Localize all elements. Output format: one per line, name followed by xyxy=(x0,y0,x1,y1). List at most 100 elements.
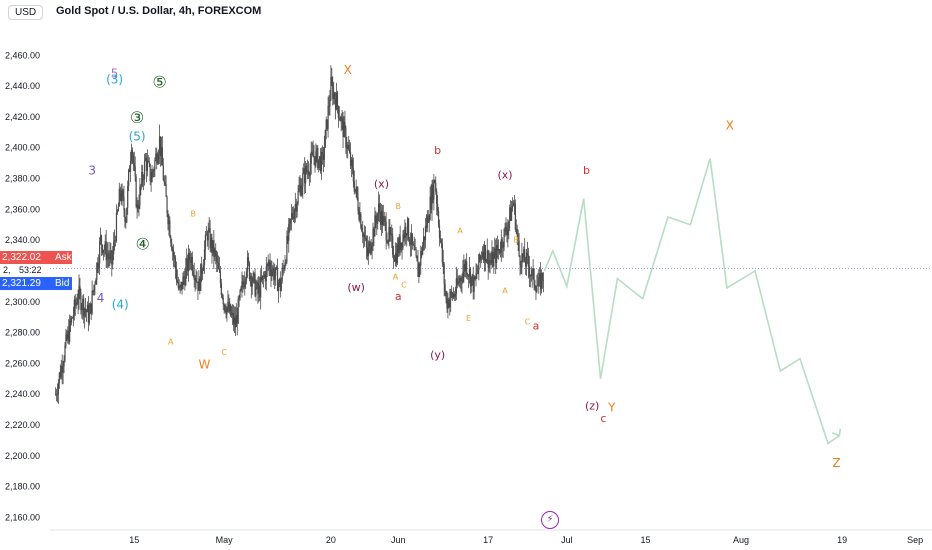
candle-body xyxy=(256,282,258,288)
candle-body xyxy=(80,292,82,311)
candle-body xyxy=(244,281,246,288)
candle-body xyxy=(182,276,184,290)
candle-body xyxy=(151,171,153,182)
candle-body xyxy=(211,237,213,253)
y-tick-label: 2,300.00 xyxy=(5,297,40,307)
bid-price-tag: 2,321.29 Bid xyxy=(0,277,72,290)
candle-body xyxy=(296,203,298,212)
candle-body xyxy=(230,304,232,316)
candle-body xyxy=(508,221,510,229)
candle-body xyxy=(402,234,404,248)
candle-body xyxy=(290,213,293,220)
candle-body xyxy=(507,228,509,236)
candle-body xyxy=(469,268,472,287)
candle-body xyxy=(209,228,211,249)
candle-body xyxy=(57,382,60,395)
candle-body xyxy=(425,225,427,228)
currency-button[interactable]: USD xyxy=(8,5,44,20)
candle-body xyxy=(516,229,518,236)
candle-body xyxy=(351,159,354,168)
candle-body xyxy=(111,250,113,265)
candle-body xyxy=(311,151,313,153)
x-tick-label: Jul xyxy=(561,535,573,545)
candle-body xyxy=(55,394,57,395)
candle-body xyxy=(245,279,247,282)
candle-body xyxy=(393,258,396,262)
candle-body xyxy=(190,257,192,263)
candle-body xyxy=(419,264,421,266)
countdown-time: 53:22 xyxy=(19,265,42,275)
candle-body xyxy=(490,261,492,264)
candle-body xyxy=(448,299,450,307)
candle-body xyxy=(430,196,432,210)
candle-body xyxy=(523,249,525,258)
candle-body xyxy=(216,254,218,263)
x-tick-label: 17 xyxy=(483,535,493,545)
candle-body xyxy=(96,263,98,281)
candle-body xyxy=(275,267,277,276)
lightning-icon[interactable]: ⚡ xyxy=(541,511,559,529)
candle-body xyxy=(171,242,173,251)
projection-line xyxy=(543,158,840,445)
candle-body xyxy=(412,243,414,245)
candle-body xyxy=(166,196,168,214)
candle-body xyxy=(131,150,133,155)
candle-body xyxy=(183,276,185,279)
candle-body xyxy=(362,231,364,237)
candle-body xyxy=(529,275,531,277)
candle-body xyxy=(501,239,503,248)
candle-body xyxy=(221,294,223,298)
candle-body xyxy=(217,262,220,269)
candle-body xyxy=(367,247,369,257)
candle-body xyxy=(384,218,386,223)
candle-body xyxy=(187,258,189,272)
candle-body xyxy=(498,248,501,253)
candle-body xyxy=(503,229,505,248)
candle-body xyxy=(93,285,95,292)
candle-body xyxy=(300,185,302,196)
candle-body xyxy=(72,315,75,319)
candle-body xyxy=(427,215,429,223)
candle-body xyxy=(233,317,236,325)
candle-body xyxy=(327,105,329,129)
candle-body xyxy=(476,273,478,275)
symbol-title[interactable]: Gold Spot / U.S. Dollar, 4h, FOREXCOM xyxy=(56,5,262,17)
candle-body xyxy=(156,153,158,164)
wave-label: X xyxy=(726,119,734,133)
candle-body xyxy=(240,287,242,291)
candle-body xyxy=(307,170,310,175)
candle-body xyxy=(204,234,207,250)
wave-label: C xyxy=(401,280,407,289)
wave-label: ③ xyxy=(130,108,144,127)
candle-body xyxy=(147,160,149,162)
candle-body xyxy=(359,213,361,220)
candle-body xyxy=(454,293,457,297)
candle-body xyxy=(378,203,381,213)
candle-body xyxy=(168,220,170,225)
candle-body xyxy=(55,394,58,396)
candle-body xyxy=(447,299,449,309)
time-axis[interactable]: 15 May 20 Jun 17 Jul 15 Aug 19 Sep xyxy=(50,529,932,545)
candle-body xyxy=(513,202,516,204)
candle-body xyxy=(480,256,482,260)
candle-body xyxy=(224,305,226,311)
candle-body xyxy=(174,258,177,270)
candle-body xyxy=(453,294,456,297)
candle-body xyxy=(341,116,343,118)
candle-body xyxy=(506,232,508,236)
y-tick-label: 2,280.00 xyxy=(5,328,40,338)
candle-body xyxy=(191,257,193,272)
candle-body xyxy=(273,268,275,280)
candle-body xyxy=(248,262,251,280)
candle-body xyxy=(324,129,326,148)
candle-body xyxy=(334,92,336,100)
candle-body xyxy=(502,247,504,249)
wave-label: A xyxy=(457,226,463,235)
candle-body xyxy=(267,264,269,266)
wave-label: c xyxy=(600,412,606,425)
candle-body xyxy=(421,251,423,255)
bid-label: Bid xyxy=(55,278,70,289)
candle-body xyxy=(103,249,105,251)
